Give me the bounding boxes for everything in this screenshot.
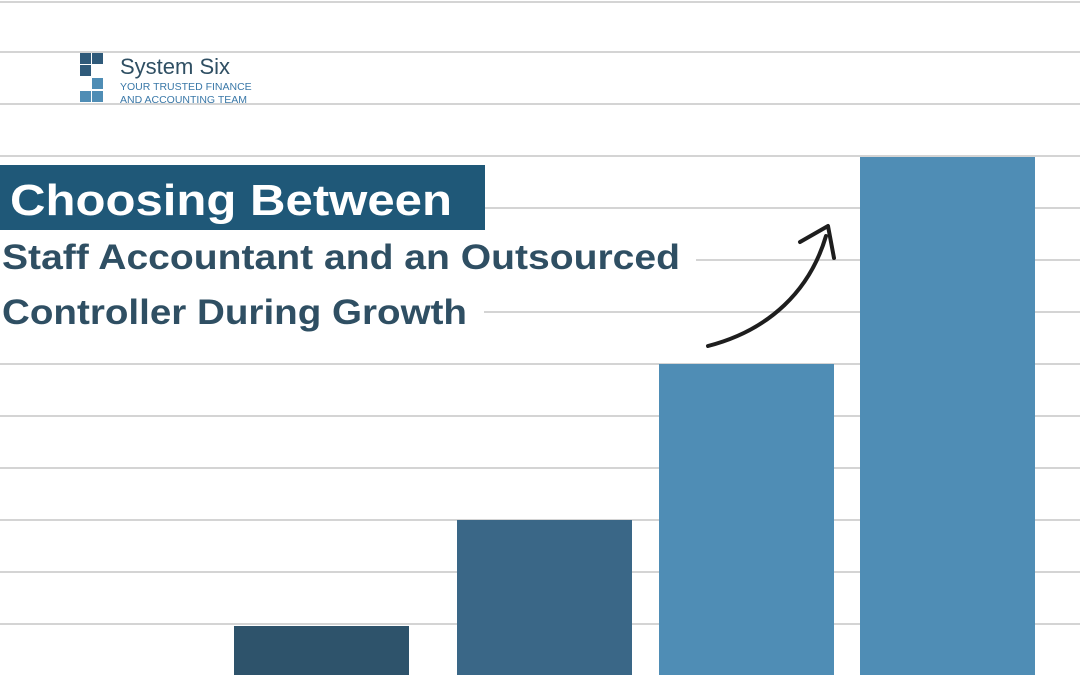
logo-tagline: AND ACCOUNTING TEAM [120, 94, 247, 106]
bar [659, 364, 834, 675]
headline: Choosing Between Staff Accountant and an… [0, 165, 696, 336]
text-backdrop [0, 236, 696, 282]
logo: System Six YOUR TRUSTED FINANCE AND ACCO… [80, 53, 252, 106]
bar [457, 520, 632, 675]
headline-line: Choosing Between [10, 176, 452, 225]
growth-arrow [706, 224, 836, 348]
headline-box [0, 165, 485, 230]
bar [234, 626, 409, 675]
arrow-head [798, 224, 836, 260]
logo-square [92, 53, 103, 64]
logo-square [80, 91, 91, 102]
arrow-curve [706, 234, 828, 348]
logo-square [92, 91, 103, 102]
logo-square [80, 65, 91, 76]
decorative-bars [234, 157, 1035, 675]
bar [860, 157, 1035, 675]
logo-name: System Six [120, 54, 230, 79]
logo-square [92, 78, 103, 89]
text-backdrop [0, 290, 484, 336]
logo-tagline: YOUR TRUSTED FINANCE [120, 81, 252, 93]
headline-line: Staff Accountant and an Outsourced [2, 238, 680, 277]
logo-square [80, 53, 91, 64]
headline-line: Controller During Growth [2, 293, 467, 332]
